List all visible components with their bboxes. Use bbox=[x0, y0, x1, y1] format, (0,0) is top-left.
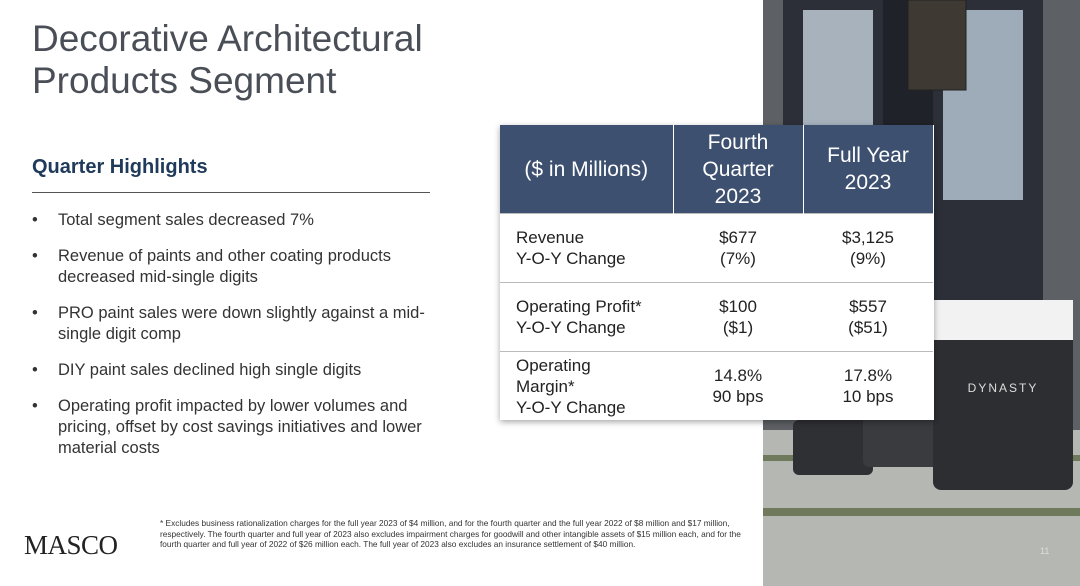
results-table: ($ in Millions) Fourth Quarter 2023 Full Y… bbox=[500, 125, 934, 420]
row-label-cell: Operating Profit* Y-O-Y Change bbox=[500, 282, 673, 352]
table-header: ($ in Millions) Fourth Quarter 2023 Full Y… bbox=[500, 125, 934, 214]
highlight-list: Total segment sales decreased 7% Revenue … bbox=[32, 210, 452, 474]
divider bbox=[32, 192, 430, 193]
metric-value: $557 bbox=[849, 297, 887, 316]
value-cell: 14.8% 90 bps bbox=[673, 351, 803, 420]
highlight-item: Total segment sales decreased 7% bbox=[32, 210, 452, 231]
metric-value: $677 bbox=[719, 228, 757, 247]
change-value: (9%) bbox=[850, 249, 886, 268]
change-value: (7%) bbox=[720, 249, 756, 268]
table-row: Operating Profit* Y-O-Y Change $100 ($1) $55… bbox=[500, 282, 933, 352]
metric-value: $3,125 bbox=[842, 228, 894, 247]
column-header: Full Year 2023 bbox=[803, 125, 934, 214]
highlight-item: Operating profit impacted by lower volum… bbox=[32, 396, 452, 459]
table-row: Operating Margin* Y-O-Y Change 14.8% 90 bps 1… bbox=[500, 351, 933, 420]
change-value: ($51) bbox=[848, 318, 888, 337]
value-cell: 17.8% 10 bps bbox=[803, 351, 933, 420]
row-label-cell: Operating Margin* Y-O-Y Change bbox=[500, 351, 673, 420]
metric-value: 17.8% bbox=[843, 366, 893, 385]
change-value: 90 bps bbox=[712, 387, 764, 406]
row-label: Operating bbox=[516, 355, 591, 375]
value-cell: $557 ($51) bbox=[803, 282, 933, 352]
title-line: Products Segment bbox=[32, 60, 337, 101]
row-label: Margin* bbox=[516, 376, 575, 396]
highlight-item: Revenue of paints and other coating prod… bbox=[32, 246, 452, 288]
metric-value: 14.8% bbox=[713, 366, 763, 385]
page-number: 11 bbox=[1040, 546, 1050, 556]
svg-text:DYNASTY: DYNASTY bbox=[968, 381, 1039, 395]
row-label: Revenue bbox=[516, 228, 585, 247]
change-label: Y-O-Y Change bbox=[516, 397, 626, 417]
table-row: Revenue Y-O-Y Change $677 (7%) $3,125 (9%) bbox=[500, 213, 933, 283]
value-cell: $3,125 (9%) bbox=[803, 213, 933, 283]
title-line: Decorative Architectural bbox=[32, 18, 423, 59]
value-cell: $100 ($1) bbox=[673, 282, 803, 352]
change-label: Y-O-Y Change bbox=[516, 318, 626, 337]
title: Decorative Architectural Products Segment bbox=[32, 18, 423, 102]
section-heading: Quarter Highlights bbox=[32, 156, 208, 178]
metric-value: $100 bbox=[719, 297, 757, 316]
change-value: 10 bps bbox=[842, 387, 894, 406]
column-header: Fourth Quarter 2023 bbox=[673, 125, 804, 214]
highlight-item: PRO paint sales were down slightly again… bbox=[32, 303, 452, 345]
change-label: Y-O-Y Change bbox=[516, 249, 626, 268]
value-cell: $677 (7%) bbox=[673, 213, 803, 283]
logo: MASCO bbox=[24, 530, 118, 560]
change-value: ($1) bbox=[722, 318, 754, 337]
footnote: * Excludes business rationalization char… bbox=[160, 518, 741, 549]
highlight-item: DIY paint sales declined high single dig… bbox=[32, 360, 452, 381]
row-label: Operating Profit* bbox=[516, 297, 642, 316]
column-header: ($ in Millions) bbox=[500, 125, 674, 214]
row-label-cell: Revenue Y-O-Y Change bbox=[500, 213, 673, 283]
